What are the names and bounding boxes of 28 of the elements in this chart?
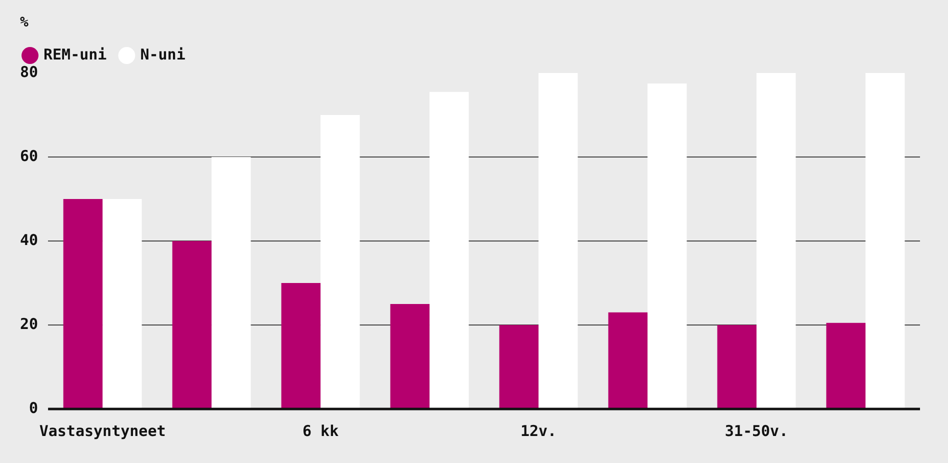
x-tick-label: 12v.	[520, 422, 557, 440]
y-tick-label: 80	[20, 62, 38, 81]
bar	[281, 283, 321, 408]
bar	[648, 84, 687, 408]
bar	[538, 73, 578, 408]
bar	[430, 92, 469, 408]
bar	[826, 322, 866, 408]
y-tick-label: 20	[20, 314, 38, 333]
bar	[320, 115, 360, 408]
x-tick-label: 6 kk	[302, 422, 339, 440]
y-tick-label: 40	[20, 230, 38, 249]
legend-label: REM-uni	[44, 45, 107, 64]
bar	[756, 73, 796, 408]
bar	[63, 199, 103, 408]
x-tick-label: Vastasyntyneet	[39, 422, 166, 440]
bar	[717, 325, 757, 408]
y-tick-label: 0	[29, 398, 38, 417]
y-axis-title: %	[20, 14, 29, 31]
y-tick-label: 60	[20, 146, 38, 165]
bar	[102, 199, 142, 408]
bar	[212, 157, 251, 408]
legend-label: N-uni	[140, 45, 186, 64]
bar	[866, 73, 905, 408]
bar	[390, 304, 430, 408]
bar	[172, 241, 212, 408]
bar	[499, 325, 539, 408]
bar	[608, 312, 648, 408]
x-tick-label: 31-50v.	[724, 422, 788, 440]
